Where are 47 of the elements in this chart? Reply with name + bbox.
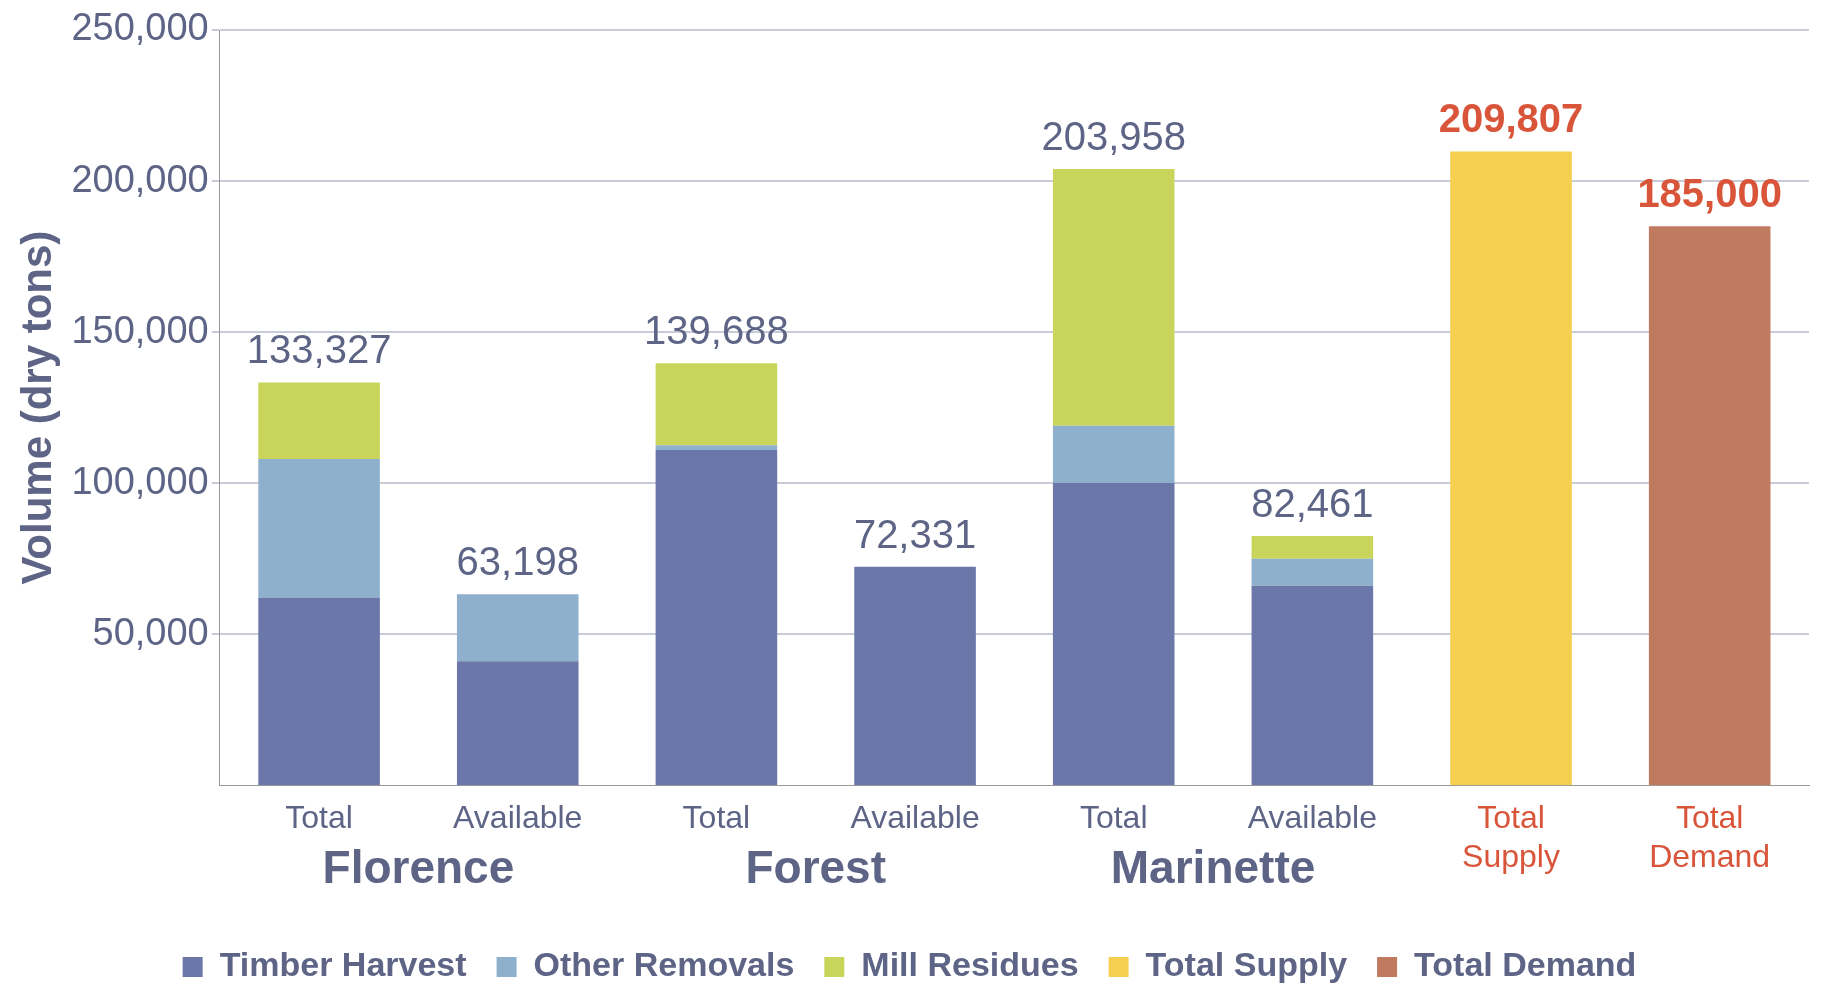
bar [258, 382, 380, 459]
total-label: 133,327 [246, 327, 392, 372]
x-tick-label: Total [285, 799, 353, 836]
y-axis-title: Volume (dry tons) [12, 230, 60, 585]
bar [1052, 169, 1175, 426]
text: Marinette [1110, 840, 1316, 893]
y-tick-label: 100,000 [71, 459, 209, 502]
total-label: 82,461 [1251, 481, 1374, 526]
x-tick-label: Available [850, 799, 980, 836]
text: Forest [745, 840, 887, 893]
y-tick-label: 50,000 [92, 610, 209, 653]
bar [456, 594, 579, 662]
legend-label: Mill Residues [861, 945, 1079, 984]
legend-label: Timber Harvest [219, 945, 467, 984]
total-label: 72,331 [853, 511, 977, 556]
bar [1450, 151, 1572, 786]
bar [456, 661, 579, 786]
x-tick-label: Total [682, 799, 751, 836]
x-tick-label: Available [453, 799, 583, 836]
y-tick-label: 200,000 [71, 157, 209, 200]
x-tick-label: Total [1079, 799, 1148, 836]
total-label: 203,958 [1041, 114, 1186, 159]
bar [1251, 585, 1374, 786]
bar [854, 566, 976, 786]
legend-label: Total Demand [1414, 945, 1637, 984]
y-tick-label: 150,000 [71, 308, 209, 351]
legend-label: Other Removals [533, 945, 795, 984]
total-label: 185,000 [1637, 171, 1782, 216]
bar [1648, 226, 1771, 786]
x-tick-label: Available [1247, 799, 1377, 836]
bar [258, 597, 380, 786]
bar [655, 449, 778, 786]
text: Florence [322, 840, 515, 893]
bar [1052, 425, 1175, 484]
legend-label: Total Supply [1145, 945, 1348, 984]
bar [1251, 558, 1374, 586]
total-label: 209,807 [1438, 96, 1584, 141]
total-label: 139,688 [644, 308, 789, 353]
bar [1251, 536, 1374, 559]
bar [655, 363, 778, 446]
bar [258, 458, 380, 598]
x-tick-label: Total Supply [1462, 799, 1560, 874]
bar [1052, 483, 1175, 786]
x-tick-label: Total Demand [1649, 799, 1771, 874]
total-label: 63,198 [456, 539, 579, 584]
y-tick-label: 250,000 [71, 6, 209, 49]
bar [655, 445, 778, 450]
